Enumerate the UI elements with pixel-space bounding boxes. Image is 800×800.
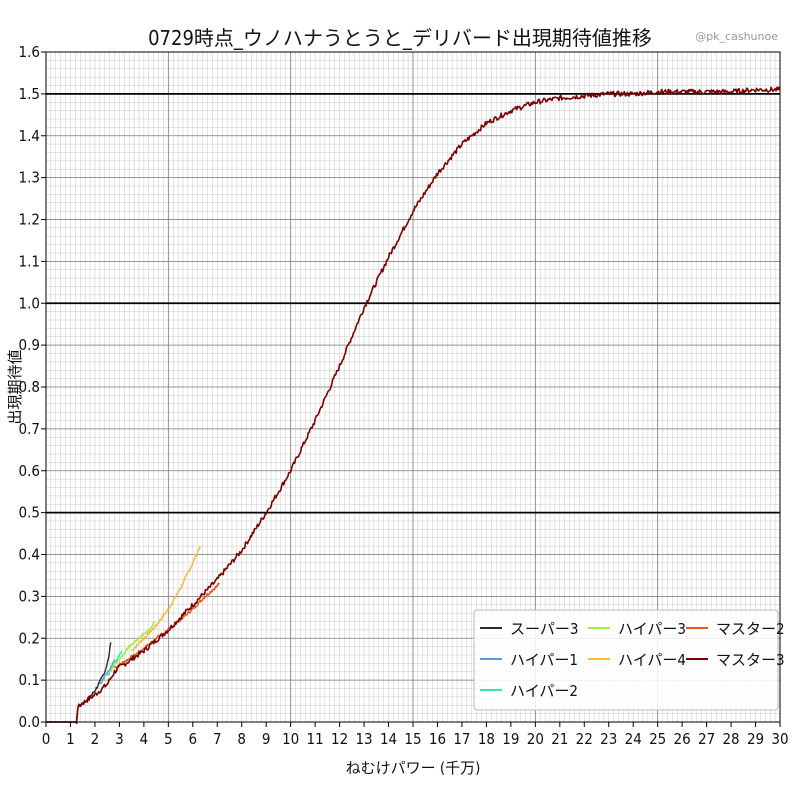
series-line-7 bbox=[46, 86, 781, 724]
y-tick-label: 1.4 bbox=[19, 127, 40, 145]
x-axis-label: ねむけパワー (千万) bbox=[346, 759, 481, 777]
x-tick-label: 26 bbox=[674, 730, 691, 748]
y-tick-label: 1.0 bbox=[19, 294, 40, 312]
y-tick-label: 0.6 bbox=[19, 462, 40, 480]
y-tick-label: 0.8 bbox=[19, 378, 40, 396]
legend-label-4: ハイパー3 bbox=[618, 620, 686, 638]
x-tick-label: 20 bbox=[527, 730, 544, 748]
x-tick-label: 8 bbox=[237, 730, 246, 748]
x-tick-label: 28 bbox=[722, 730, 739, 748]
watermark-text: @pk_cashunoe bbox=[695, 30, 778, 43]
y-tick-label: 0.7 bbox=[19, 420, 40, 438]
x-tick-label: 19 bbox=[502, 730, 519, 748]
legend-box bbox=[473, 609, 779, 711]
x-tick-label: 14 bbox=[380, 730, 397, 748]
x-tick-label: 7 bbox=[213, 730, 222, 748]
x-tick-label: 10 bbox=[282, 730, 299, 748]
series-line-2 bbox=[99, 659, 116, 685]
x-tick-label: 30 bbox=[771, 730, 788, 748]
x-tick-label: 22 bbox=[576, 730, 593, 748]
y-tick-label: 1.2 bbox=[19, 211, 40, 229]
y-tick-label: 0.1 bbox=[19, 671, 40, 689]
x-tick-label: 3 bbox=[115, 730, 124, 748]
y-tick-label: 0.4 bbox=[19, 546, 40, 564]
x-tick-label: 9 bbox=[262, 730, 271, 748]
y-tick-label: 1.1 bbox=[19, 252, 40, 270]
x-tick-label: 5 bbox=[164, 730, 173, 748]
legend-label-6: マスター2 bbox=[716, 620, 785, 638]
x-tick-label: 4 bbox=[140, 730, 149, 748]
y-tick-label: 1.5 bbox=[19, 85, 40, 103]
legend-label-1: スーパー3 bbox=[510, 620, 578, 638]
x-tick-label: 18 bbox=[478, 730, 495, 748]
x-tick-label: 29 bbox=[747, 730, 764, 748]
legend-label-7: マスター3 bbox=[716, 651, 785, 669]
x-tick-label: 13 bbox=[355, 730, 372, 748]
x-tick-label: 0 bbox=[42, 730, 51, 748]
x-tick-label: 21 bbox=[551, 730, 568, 748]
x-tick-label: 25 bbox=[649, 730, 666, 748]
chart-title: 0729時点_ウノハナうとうと_デリバード出現期待値推移 bbox=[148, 26, 652, 50]
x-tick-label: 24 bbox=[625, 730, 642, 748]
y-tick-label: 0.2 bbox=[19, 629, 40, 647]
y-tick-label: 0.5 bbox=[19, 504, 40, 522]
series-group bbox=[46, 86, 781, 725]
x-tick-label: 16 bbox=[429, 730, 446, 748]
x-tick-label: 12 bbox=[331, 730, 348, 748]
y-tick-label: 0.9 bbox=[19, 336, 40, 354]
series-line-5 bbox=[131, 545, 201, 652]
x-tick-label: 15 bbox=[404, 730, 421, 748]
x-tick-label: 6 bbox=[189, 730, 198, 748]
y-tick-label: 1.6 bbox=[19, 43, 40, 61]
legend-label-5: ハイパー4 bbox=[618, 651, 686, 669]
y-tick-label: 1.3 bbox=[19, 169, 40, 187]
legend-label-3: ハイパー2 bbox=[510, 682, 578, 700]
x-tick-label: 11 bbox=[307, 730, 324, 748]
series-line-4 bbox=[109, 620, 156, 673]
x-tick-label: 23 bbox=[600, 730, 617, 748]
y-tick-label: 0.0 bbox=[19, 713, 40, 731]
legend: スーパー3 ハイパー1 ハイパー2 ハイパー3 ハイパー4 マスター2 マスター3 bbox=[473, 609, 785, 711]
x-tick-label: 1 bbox=[66, 730, 75, 748]
x-tick-label: 17 bbox=[453, 730, 470, 748]
x-tick-label: 2 bbox=[91, 730, 100, 748]
y-axis-label: 出現期待値 bbox=[6, 349, 24, 424]
y-tick-label: 0.3 bbox=[19, 587, 40, 605]
legend-label-2: ハイパー1 bbox=[510, 651, 578, 669]
x-tick-label: 27 bbox=[698, 730, 715, 748]
